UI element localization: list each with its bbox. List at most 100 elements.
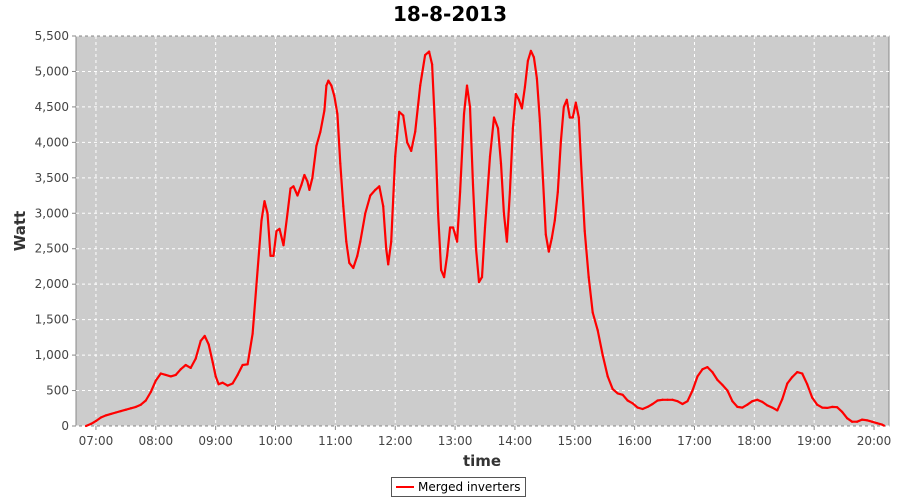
data-point (596, 329, 599, 332)
data-point (882, 424, 886, 427)
data-point (766, 404, 769, 407)
data-point (741, 406, 744, 409)
x-tick-label: 15:00 (557, 434, 592, 448)
data-point (631, 402, 634, 405)
x-tick-label: 17:00 (677, 434, 712, 448)
x-tick-label: 13:00 (438, 434, 473, 448)
data-point (428, 50, 431, 53)
data-point (686, 400, 689, 403)
data-point (278, 227, 281, 230)
x-tick-label: 07:00 (79, 434, 114, 448)
x-tick-label: 11:00 (318, 434, 353, 448)
data-point (565, 98, 568, 101)
data-point (359, 240, 362, 243)
data-point (336, 112, 339, 116)
data-point (256, 268, 259, 272)
data-point (445, 254, 449, 257)
data-point (492, 116, 496, 119)
data-point (260, 219, 263, 222)
data-point (771, 406, 774, 409)
data-point (134, 405, 137, 408)
x-tick-label: 20:00 (857, 434, 892, 448)
data-point (451, 226, 455, 229)
data-point (109, 412, 113, 416)
data-point (646, 405, 649, 408)
y-tick-label: 500 (46, 384, 69, 398)
plot-area (75, 35, 890, 427)
x-tick-label: 10:00 (258, 434, 293, 448)
data-point (129, 407, 132, 410)
data-point (266, 212, 269, 215)
x-axis-label: time (463, 452, 501, 470)
data-point (179, 368, 182, 371)
data-point (681, 402, 684, 406)
data-point (855, 420, 859, 423)
data-point (207, 343, 210, 346)
data-point (378, 185, 381, 188)
data-point (580, 176, 583, 179)
data-point (616, 392, 619, 395)
data-point (89, 422, 93, 425)
data-point (333, 95, 336, 98)
y-tick-label: 5,000 (35, 64, 69, 78)
data-point (382, 205, 385, 208)
data-point (716, 378, 719, 382)
data-point (323, 109, 326, 112)
data-point (402, 114, 405, 117)
data-point (553, 219, 556, 222)
data-point (114, 411, 118, 414)
data-point (666, 398, 669, 401)
data-point (440, 268, 443, 272)
data-point (374, 188, 377, 191)
data-point (583, 229, 586, 233)
data-point (520, 107, 524, 110)
data-point (791, 375, 794, 379)
data-point (626, 399, 629, 402)
x-tick-label: 14:00 (498, 434, 533, 448)
data-point (547, 250, 550, 253)
data-point (535, 77, 538, 80)
data-point (119, 410, 122, 413)
data-point (246, 363, 249, 366)
data-point (189, 366, 192, 369)
data-point (786, 382, 789, 385)
data-point (836, 406, 839, 409)
data-point (661, 398, 664, 401)
data-point (300, 183, 303, 187)
x-tick-label: 12:00 (378, 434, 413, 448)
data-point (865, 419, 869, 422)
data-point (289, 187, 292, 190)
data-point (303, 173, 306, 177)
data-point (251, 332, 254, 335)
data-point (721, 383, 724, 386)
data-point (184, 363, 187, 367)
data-point (601, 353, 604, 357)
data-point (231, 382, 234, 385)
y-axis-label: Watt (11, 211, 29, 251)
data-point (286, 212, 289, 215)
data-point (587, 275, 590, 279)
data-point (325, 84, 328, 87)
data-point (816, 403, 819, 406)
data-point (330, 84, 333, 87)
data-point (488, 155, 492, 158)
data-point (591, 311, 594, 314)
x-tick-label: 18:00 (737, 434, 772, 448)
data-point (282, 244, 285, 247)
data-point (387, 263, 390, 266)
data-point (559, 141, 562, 144)
data-point (139, 403, 142, 406)
data-point (611, 388, 614, 391)
data-point (621, 393, 624, 396)
data-point (651, 402, 654, 406)
y-tick-label: 3,000 (35, 206, 69, 220)
data-point (448, 226, 452, 229)
data-point (826, 406, 829, 410)
data-point (850, 420, 854, 423)
data-point (437, 212, 440, 215)
data-point (726, 389, 729, 392)
data-point (394, 155, 397, 158)
data-point (84, 424, 88, 428)
data-point (352, 266, 355, 269)
